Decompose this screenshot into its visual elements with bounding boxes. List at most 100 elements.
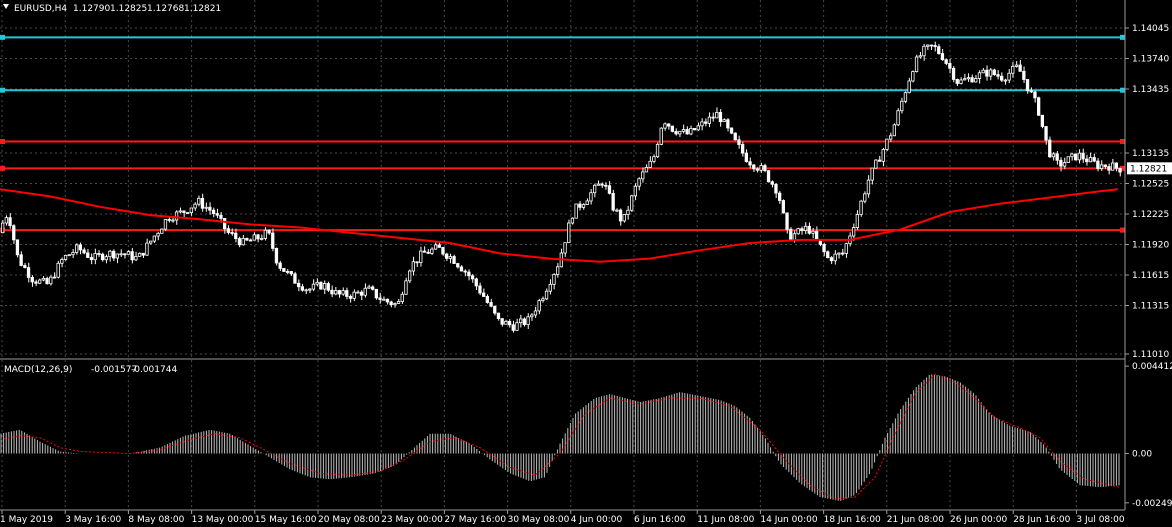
candle-body bbox=[641, 171, 645, 180]
price-tick-label: 1.14045 bbox=[1132, 24, 1169, 34]
candle-body bbox=[896, 110, 900, 126]
candle-body bbox=[877, 159, 882, 162]
candle-body bbox=[123, 253, 127, 256]
candle-body bbox=[444, 253, 449, 259]
candle-body bbox=[548, 283, 552, 292]
candle-body bbox=[992, 69, 996, 76]
candle-body bbox=[319, 281, 323, 290]
candle-body bbox=[663, 123, 667, 129]
moving-average-line bbox=[0, 188, 1119, 263]
candle-body bbox=[826, 251, 830, 259]
time-tick-label: 26 Jun 00:00 bbox=[950, 515, 1007, 525]
candle-body bbox=[537, 300, 541, 312]
candle-body bbox=[704, 121, 708, 124]
candle-body bbox=[585, 200, 589, 205]
candle-body bbox=[911, 71, 915, 82]
candle-body bbox=[396, 301, 401, 304]
candle-body bbox=[822, 244, 826, 253]
candle-body bbox=[430, 248, 434, 254]
candle-body bbox=[1062, 162, 1067, 167]
candle-body bbox=[185, 212, 190, 214]
candle-body bbox=[289, 271, 293, 275]
candle-body bbox=[263, 229, 268, 239]
candle-body bbox=[1107, 166, 1111, 171]
candle-body bbox=[41, 277, 45, 281]
time-tick-label: 28 Jun 16:00 bbox=[1013, 515, 1070, 525]
price-tick-label: 1.13135 bbox=[1132, 149, 1169, 159]
candle-body bbox=[108, 250, 112, 258]
candle-body bbox=[1007, 72, 1011, 81]
candle-body bbox=[308, 288, 312, 291]
candle-body bbox=[530, 314, 534, 318]
candle-body bbox=[951, 67, 956, 80]
candle-body bbox=[885, 138, 889, 150]
candle-body bbox=[1011, 66, 1015, 74]
candle-body bbox=[193, 203, 197, 209]
line-anchor-right bbox=[1120, 165, 1125, 171]
candle-body bbox=[700, 121, 704, 127]
candle-body bbox=[892, 124, 896, 137]
dropdown-triangle-icon[interactable] bbox=[3, 4, 9, 9]
time-tick-label: 15 May 16:00 bbox=[255, 515, 317, 525]
candle-body bbox=[544, 290, 549, 300]
time-tick-label: 14 Jun 00:00 bbox=[760, 515, 817, 525]
candle-body bbox=[0, 222, 5, 234]
candle-body bbox=[152, 235, 157, 242]
candle-body bbox=[781, 200, 785, 214]
candle-body bbox=[733, 132, 737, 141]
price-tick-label: 1.13740 bbox=[1132, 55, 1169, 65]
candle-body bbox=[411, 261, 416, 272]
candle-body bbox=[245, 238, 249, 241]
candle-body bbox=[1092, 157, 1096, 162]
time-tick-label: 11 Jun 08:00 bbox=[697, 515, 754, 525]
candle-body bbox=[367, 286, 371, 289]
candle-body bbox=[774, 183, 778, 194]
candle-body bbox=[741, 144, 745, 154]
candle-body bbox=[689, 128, 693, 135]
candle-body bbox=[966, 77, 970, 80]
candle-body bbox=[456, 263, 460, 268]
candle-body bbox=[696, 125, 700, 131]
candle-body bbox=[337, 290, 342, 295]
candle-body bbox=[278, 262, 282, 269]
candle-body bbox=[400, 293, 404, 302]
candle-body bbox=[977, 72, 982, 79]
candle-body bbox=[67, 254, 71, 257]
candle-body bbox=[493, 305, 497, 314]
candle-body bbox=[222, 218, 227, 230]
time-tick-label: 8 May 08:00 bbox=[128, 515, 184, 525]
candle-body bbox=[981, 69, 985, 74]
candle-body bbox=[363, 287, 367, 296]
horizontal-lines bbox=[0, 34, 1125, 233]
macd-header: MACD(12,26,9) -0.001577 -0.001744 bbox=[4, 365, 177, 375]
macd-value: -0.001577 bbox=[91, 365, 137, 375]
candle-body bbox=[648, 160, 652, 168]
candle-body bbox=[596, 183, 600, 186]
candle-body bbox=[433, 244, 438, 250]
candle-body bbox=[903, 92, 908, 102]
candle-body bbox=[19, 254, 23, 266]
candle-body bbox=[219, 214, 223, 219]
candle-body bbox=[1103, 164, 1107, 167]
candle-body bbox=[570, 217, 575, 224]
candle-body bbox=[914, 56, 919, 73]
candle-body bbox=[63, 254, 68, 260]
candle-body bbox=[167, 219, 171, 221]
candle-body bbox=[267, 229, 271, 234]
candle-body bbox=[89, 257, 94, 261]
candle-body bbox=[556, 266, 560, 275]
candle-body bbox=[485, 296, 490, 303]
candle-body bbox=[1118, 167, 1122, 173]
candle-body bbox=[1018, 64, 1022, 72]
candle-body bbox=[863, 193, 867, 202]
candle-body bbox=[659, 127, 663, 145]
candle-body bbox=[674, 131, 678, 135]
candle-body bbox=[607, 185, 612, 194]
time-tick-label: 18 Jun 16:00 bbox=[824, 515, 881, 525]
candle-body bbox=[38, 279, 42, 284]
candle-body bbox=[489, 302, 493, 307]
low-price: 1.12768 bbox=[147, 4, 184, 14]
candle-body bbox=[56, 262, 60, 278]
candle-body bbox=[600, 183, 604, 186]
candle-body bbox=[889, 135, 893, 140]
